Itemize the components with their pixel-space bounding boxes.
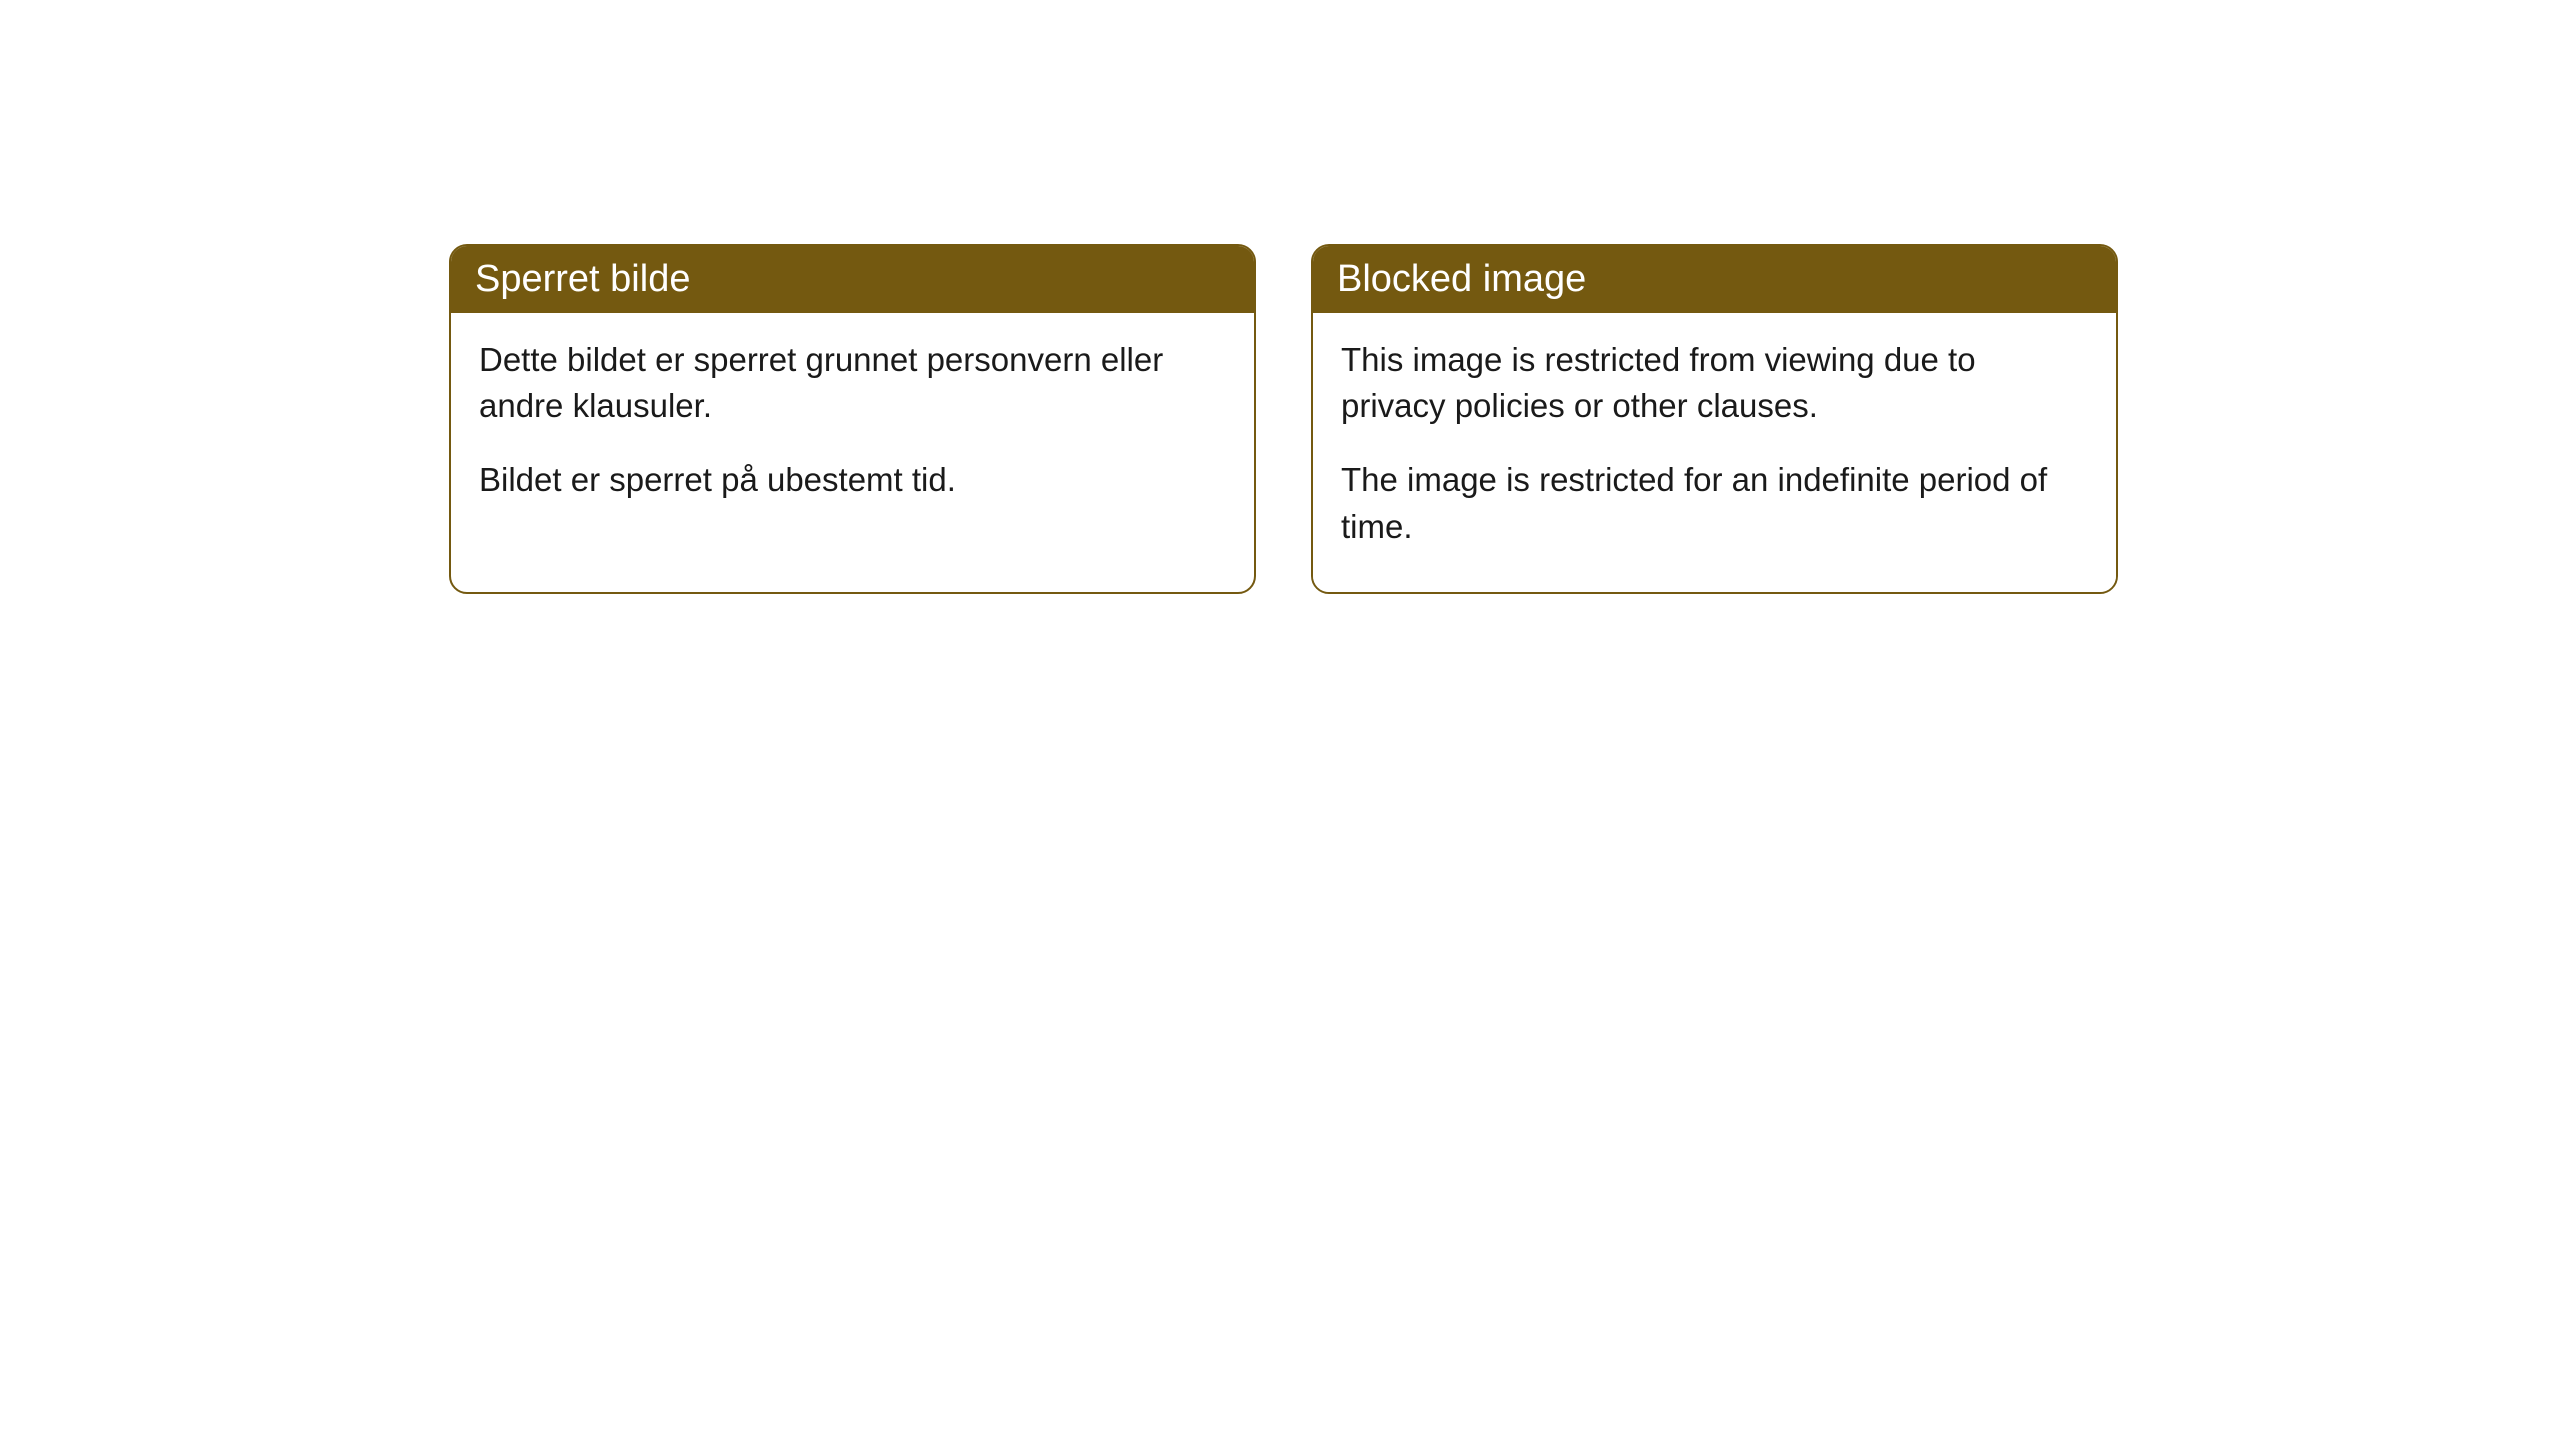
notice-card-norwegian: Sperret bilde Dette bildet er sperret gr… xyxy=(449,244,1256,594)
card-paragraph: Dette bildet er sperret grunnet personve… xyxy=(479,337,1226,429)
notice-card-english: Blocked image This image is restricted f… xyxy=(1311,244,2118,594)
card-title: Blocked image xyxy=(1337,258,1586,300)
card-header: Sperret bilde xyxy=(451,246,1254,313)
card-body: This image is restricted from viewing du… xyxy=(1313,313,2116,592)
card-paragraph: This image is restricted from viewing du… xyxy=(1341,337,2088,429)
notice-cards-container: Sperret bilde Dette bildet er sperret gr… xyxy=(449,244,2118,594)
card-body: Dette bildet er sperret grunnet personve… xyxy=(451,313,1254,546)
card-header: Blocked image xyxy=(1313,246,2116,313)
card-paragraph: Bildet er sperret på ubestemt tid. xyxy=(479,457,1226,503)
card-title: Sperret bilde xyxy=(475,258,690,300)
card-paragraph: The image is restricted for an indefinit… xyxy=(1341,457,2088,549)
